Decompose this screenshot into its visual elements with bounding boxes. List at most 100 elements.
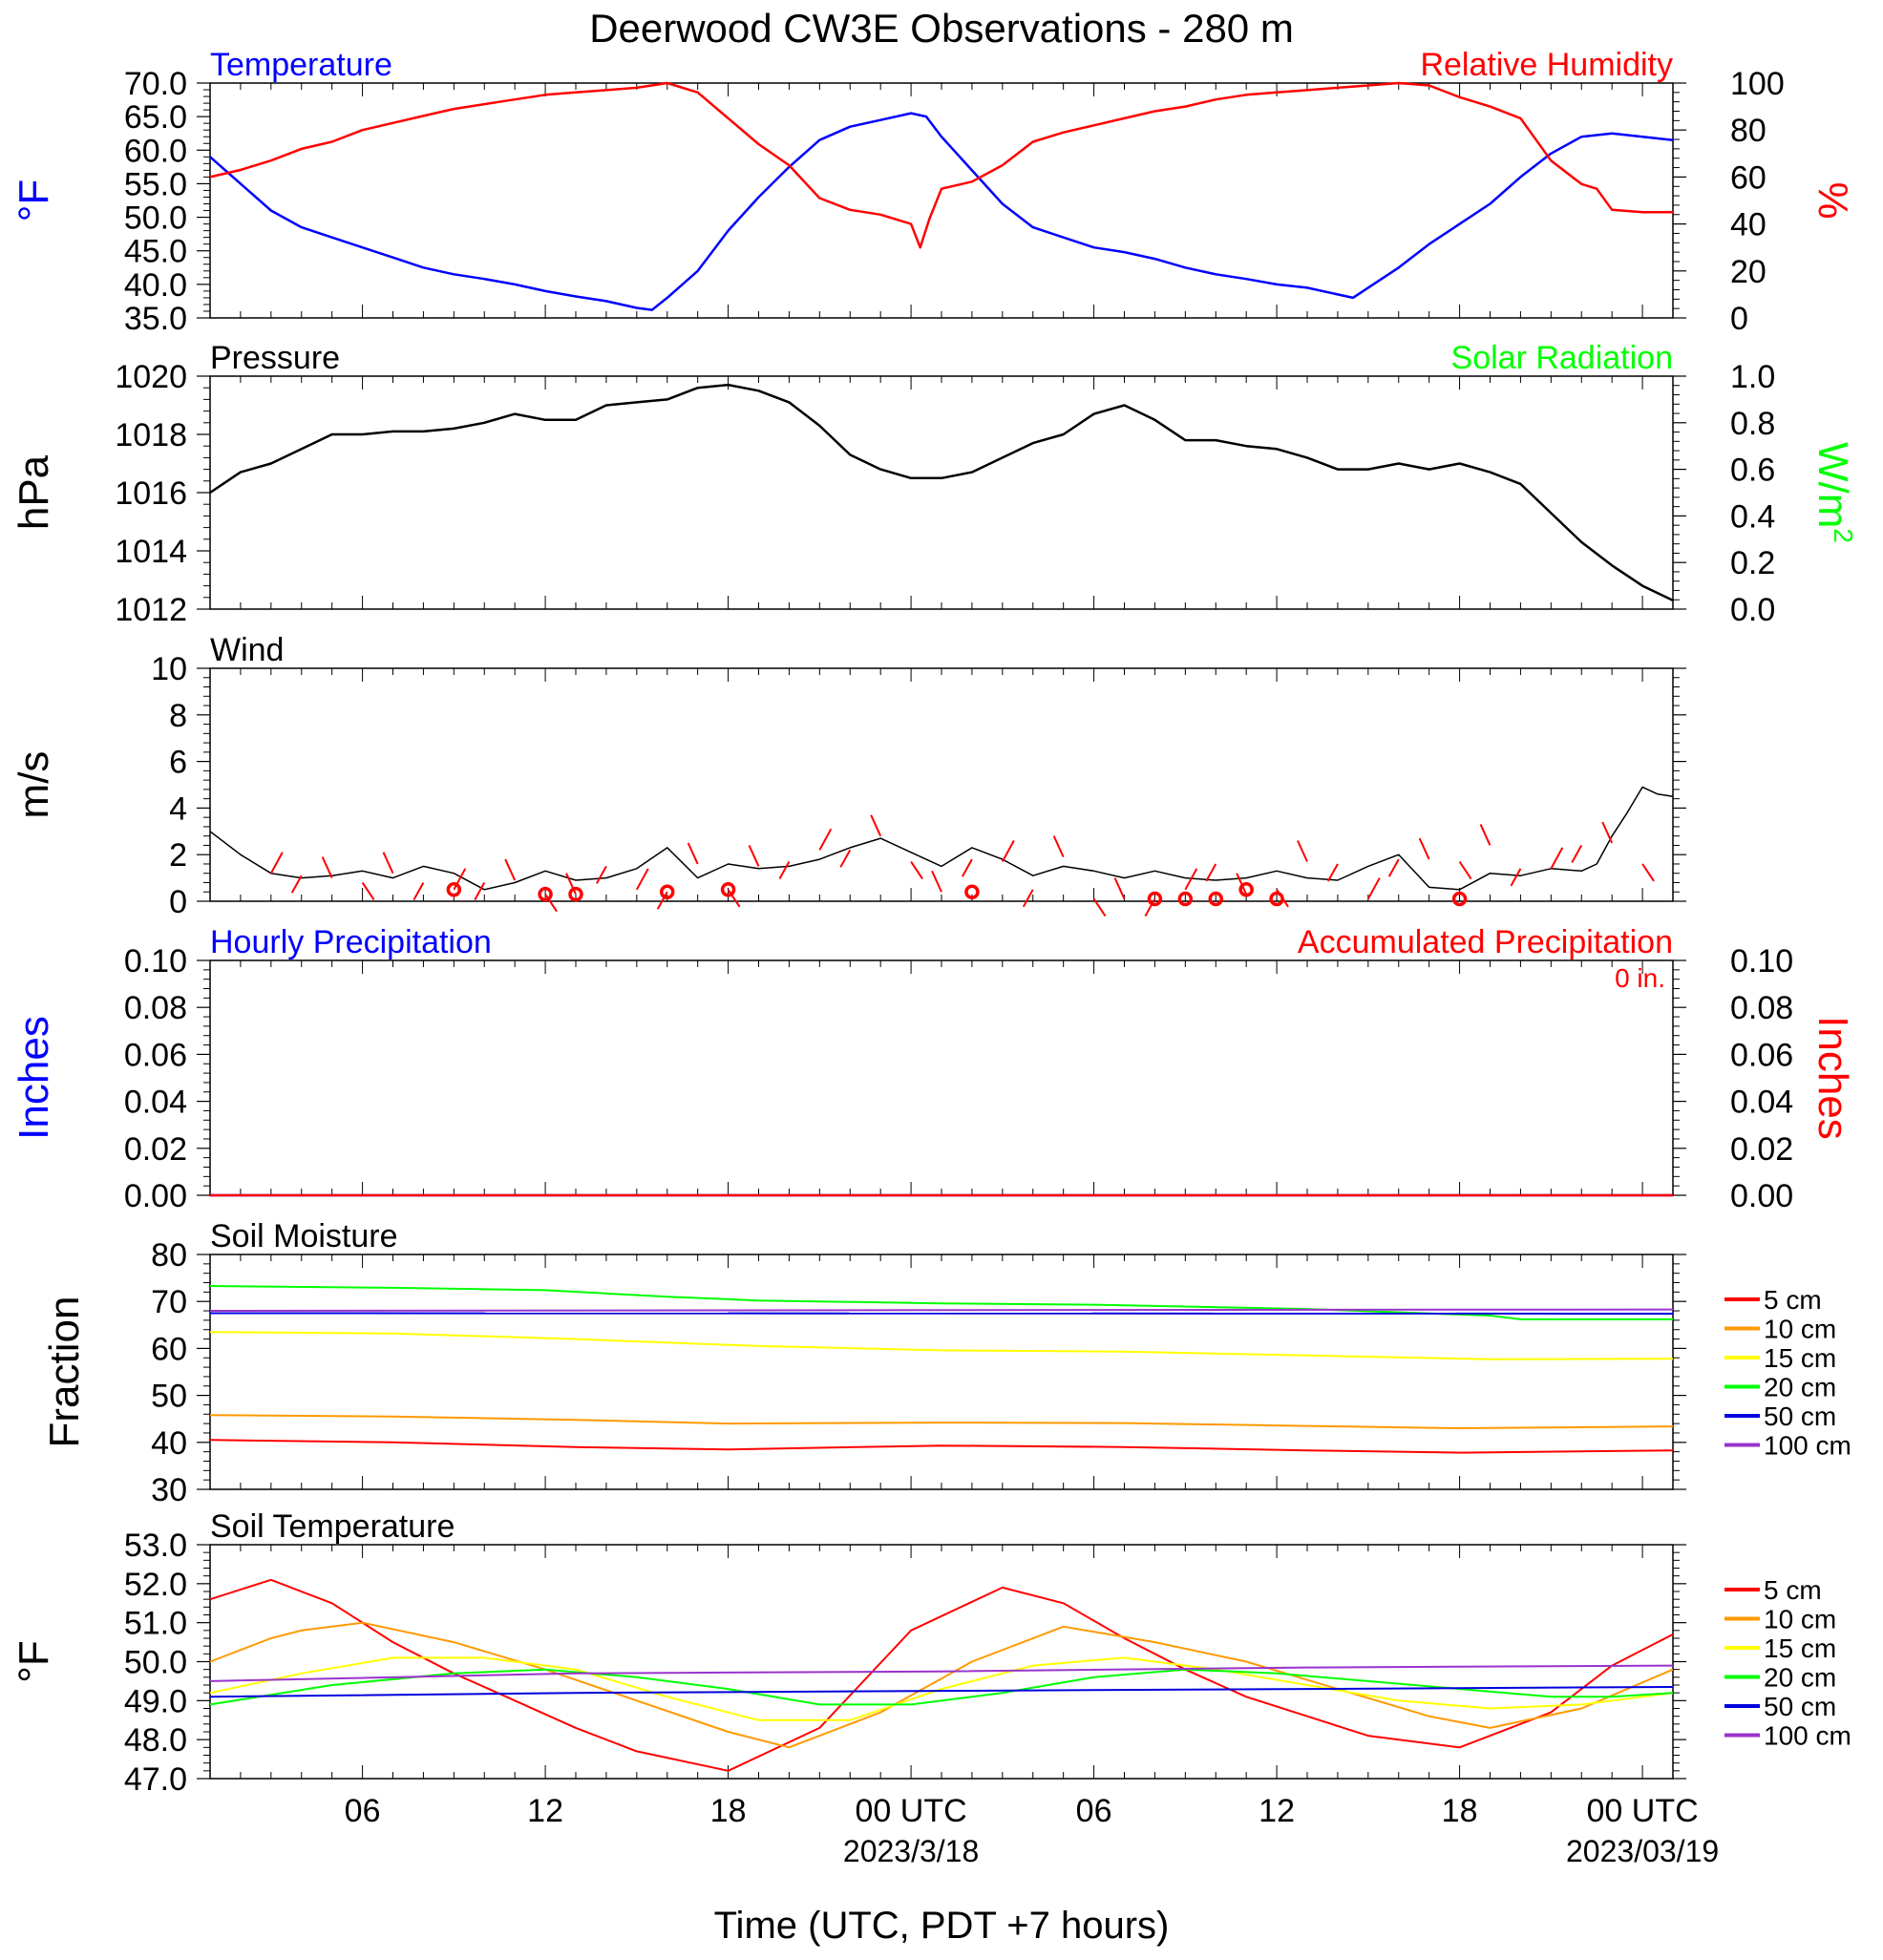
y-axis-label-superscript: 2 [1829,528,1858,543]
y-tick-label: 55.0 [124,166,187,202]
x-tick-label: 18 [1442,1793,1478,1829]
legend-label: 100 cm [1764,1431,1851,1461]
y-tick-label: 4 [169,790,187,827]
panel-temp_rh: 35.040.045.050.055.060.065.070.0 0 20 40 60 8… [11,47,1856,337]
y-tick-label: 6 [169,745,187,781]
y-axis-label-left: °F [11,179,57,221]
wind-barb [1550,847,1564,870]
panel-title-left: Temperature [210,47,392,83]
y-tick-label: 48.0 [124,1722,187,1759]
wind-barb [1571,844,1583,863]
wind-barb [818,828,833,851]
wind-barb [1418,837,1430,860]
legend-label: 20 cm [1764,1663,1836,1693]
y-tick-label: 0 [169,884,187,920]
wind-barb [382,852,394,875]
calm-wind-marker [660,884,675,899]
panel-pressure_solar: 1012 1014 1016 1018 1020 0.0 0.2 0.4 0.6 0.8 1.0 Pr… [11,340,1858,628]
y-tick-label: 52.0 [124,1567,187,1603]
y-tick-label: 50 [151,1379,187,1415]
y-tick-label: 0.10 [124,943,187,980]
y-tick-label: 1018 [115,417,187,453]
y-axis-label-left: Inches [11,1016,57,1140]
wind-barb [1458,860,1472,880]
y-tick-label-right: 80 [1730,113,1767,149]
y-tick-label-right: 0.06 [1730,1037,1793,1073]
wind-barb [1601,821,1614,844]
y-tick-label-right: 0.10 [1730,943,1793,980]
x-tick-label: 06 [345,1793,381,1829]
x-tick-label: 12 [527,1793,563,1829]
y-tick-label: 0.00 [124,1178,187,1214]
y-tick-label-right: 0.02 [1730,1131,1793,1168]
y-tick-label: 45.0 [124,234,187,270]
series-line-wind [209,786,1674,891]
y-tick-label-right: 0.2 [1730,545,1775,581]
calm-wind-marker [1177,891,1194,907]
y-tick-label-right: 60 [1730,159,1767,196]
y-axis-label-left: m/s [11,751,57,819]
wind-barb [910,860,923,880]
y-tick-label: 50.0 [124,200,187,237]
y-tick-label: 0.02 [124,1131,187,1168]
wind-barb [1366,877,1381,900]
y-axis-label-left: °F [11,1640,57,1682]
y-tick-label-right: 0.00 [1730,1178,1793,1214]
wind-barb [413,881,425,900]
wind-barb [544,894,558,913]
calm-wind-marker [1451,891,1468,907]
wind-barb [565,873,577,896]
series-line-50-cm [209,1312,1674,1315]
y-tick-label-right: 0.4 [1730,498,1775,535]
legend-label: 10 cm [1764,1315,1836,1344]
panel-title-right: Solar Radiation [1451,340,1673,376]
y-tick-label: 1016 [115,475,187,512]
y-tick-label: 1014 [115,534,187,570]
panel-title-left: Wind [210,632,284,668]
wind-barb [1327,863,1339,882]
y-tick-label: 60 [151,1331,187,1367]
calm-wind-marker [1269,891,1284,907]
calm-wind-marker [538,886,553,902]
y-tick-label: 60.0 [124,133,187,169]
y-tick-label-right: 0.8 [1730,406,1775,442]
y-tick-label: 50.0 [124,1645,187,1681]
calm-wind-marker [568,886,583,902]
wind-barb [474,881,486,900]
wind-barb [1387,858,1400,877]
y-tick-label: 8 [169,698,187,734]
series-line-temperature [209,112,1674,311]
series-line-20-cm [209,1668,1674,1706]
wind-barb [635,868,649,891]
wind-barb [290,875,303,894]
y-tick-label: 49.0 [124,1683,187,1719]
series-line-100-cm [209,1308,1674,1312]
y-tick-label: 0.04 [124,1085,187,1121]
x-date-label: 2023/3/18 [843,1834,979,1868]
wind-barb [1113,877,1126,899]
wind-barb [1022,889,1034,908]
x-tick-label: 00 UTC [856,1793,967,1829]
wind-barb [1641,863,1655,882]
series-line-15-cm [209,1656,1674,1721]
x-tick-label: 12 [1259,1793,1295,1829]
chart-title: Deerwood CW3E Observations - 280 m [589,6,1294,51]
series-line-pressure [209,383,1674,602]
y-tick-label: 40.0 [124,267,187,304]
wind-barb [1144,898,1156,917]
x-date-label: 2023/03/19 [1566,1834,1719,1868]
y-tick-label: 65.0 [124,99,187,136]
calm-wind-marker [720,882,736,897]
panel-title-right: Accumulated Precipitation [1298,924,1673,960]
y-axis-label-right: Inches [1809,1016,1856,1140]
legend-label: 20 cm [1764,1373,1836,1402]
y-axis-label-right: % [1809,181,1856,219]
y-tick-label: 0.08 [124,990,187,1026]
x-axis-label: Time (UTC, PDT +7 hours) [714,1905,1170,1947]
wind-barb [931,870,942,893]
wind-barb [1510,868,1522,887]
series-line-50-cm [209,1686,1674,1698]
panel-title-left: Soil Moisture [210,1218,398,1254]
